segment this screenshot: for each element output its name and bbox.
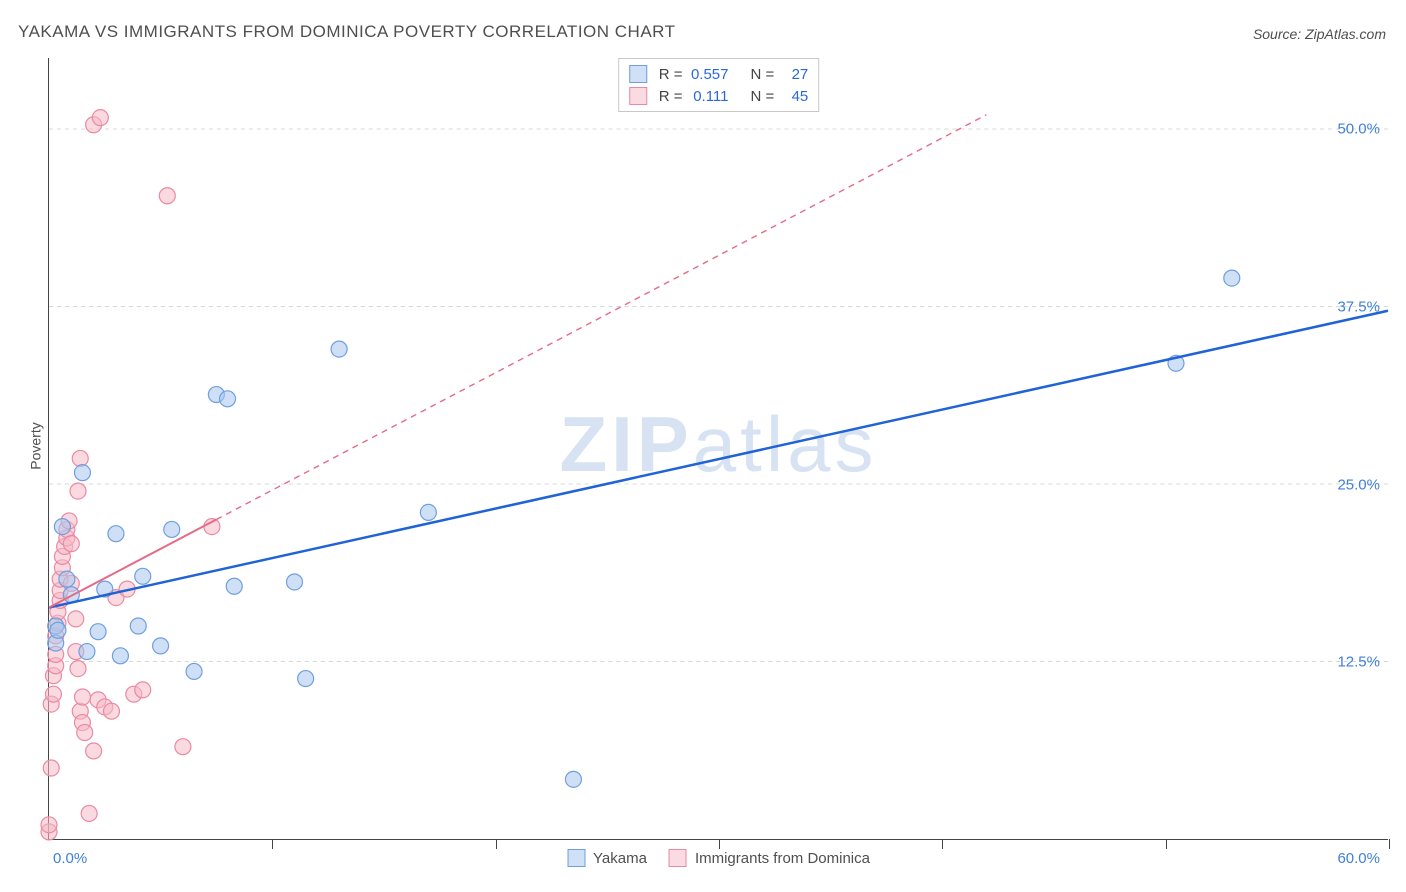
data-point — [70, 483, 86, 499]
trend-line — [49, 311, 1388, 608]
data-point — [79, 644, 95, 660]
data-point — [1224, 270, 1240, 286]
r-value-0: 0.557 — [689, 66, 741, 83]
data-point — [92, 110, 108, 126]
legend-item-0: Yakama — [567, 849, 647, 867]
trend-line-extension — [216, 115, 986, 520]
x-tick-max: 60.0% — [1337, 850, 1380, 867]
x-tick-min: 0.0% — [53, 850, 87, 867]
data-point — [43, 760, 59, 776]
y-tick-label: 37.5% — [1337, 298, 1380, 315]
source-attribution: Source: ZipAtlas.com — [1253, 26, 1386, 42]
x-tick — [496, 839, 497, 849]
data-point — [50, 622, 66, 638]
legend-item-1: Immigrants from Dominica — [669, 849, 870, 867]
data-point — [103, 703, 119, 719]
data-point — [565, 771, 581, 787]
plot-area: ZIPatlas R = 0.557 N = 27 R = 0.111 N = … — [48, 58, 1388, 840]
y-tick-label: 12.5% — [1337, 654, 1380, 671]
data-point — [59, 571, 75, 587]
legend-label-0: Yakama — [593, 850, 647, 867]
data-point — [41, 817, 57, 833]
x-tick — [1389, 839, 1390, 849]
data-point — [54, 519, 70, 535]
y-axis-label: Poverty — [28, 422, 44, 469]
x-tick — [719, 839, 720, 849]
data-point — [175, 739, 191, 755]
data-point — [286, 574, 302, 590]
r-label: R = — [659, 66, 683, 83]
swatch-bottom-1 — [669, 849, 687, 867]
source-label: Source: — [1253, 26, 1301, 42]
data-point — [63, 536, 79, 552]
correlation-legend: R = 0.557 N = 27 R = 0.111 N = 45 — [618, 58, 820, 112]
legend-label-1: Immigrants from Dominica — [695, 850, 870, 867]
x-tick — [942, 839, 943, 849]
n-label: N = — [751, 66, 775, 83]
x-tick — [1166, 839, 1167, 849]
chart-svg — [49, 58, 1388, 839]
swatch-series-1 — [629, 87, 647, 105]
y-tick-label: 25.0% — [1337, 476, 1380, 493]
n-value-1: 45 — [780, 88, 808, 105]
data-point — [135, 568, 151, 584]
data-point — [72, 450, 88, 466]
data-point — [45, 686, 61, 702]
data-point — [74, 689, 90, 705]
swatch-bottom-0 — [567, 849, 585, 867]
data-point — [77, 725, 93, 741]
legend-row-series-1: R = 0.111 N = 45 — [629, 85, 809, 107]
data-point — [90, 624, 106, 640]
legend-row-series-0: R = 0.557 N = 27 — [629, 63, 809, 85]
series-legend: Yakama Immigrants from Dominica — [567, 849, 870, 867]
data-point — [298, 671, 314, 687]
data-point — [108, 526, 124, 542]
chart-title: YAKAMA VS IMMIGRANTS FROM DOMINICA POVER… — [18, 22, 676, 42]
data-point — [331, 341, 347, 357]
data-point — [164, 521, 180, 537]
data-point — [153, 638, 169, 654]
data-point — [420, 504, 436, 520]
data-point — [186, 663, 202, 679]
data-point — [74, 465, 90, 481]
data-point — [86, 743, 102, 759]
chart-container: YAKAMA VS IMMIGRANTS FROM DOMINICA POVER… — [0, 0, 1406, 892]
source-value: ZipAtlas.com — [1305, 26, 1386, 42]
data-point — [130, 618, 146, 634]
data-point — [68, 611, 84, 627]
data-point — [226, 578, 242, 594]
data-point — [135, 682, 151, 698]
r-label: R = — [659, 88, 683, 105]
data-point — [81, 805, 97, 821]
data-point — [112, 648, 128, 664]
data-point — [220, 391, 236, 407]
r-value-1: 0.111 — [689, 88, 741, 105]
x-tick — [272, 839, 273, 849]
n-label: N = — [751, 88, 775, 105]
data-point — [159, 188, 175, 204]
swatch-series-0 — [629, 65, 647, 83]
y-tick-label: 50.0% — [1337, 121, 1380, 138]
data-point — [70, 661, 86, 677]
n-value-0: 27 — [780, 66, 808, 83]
